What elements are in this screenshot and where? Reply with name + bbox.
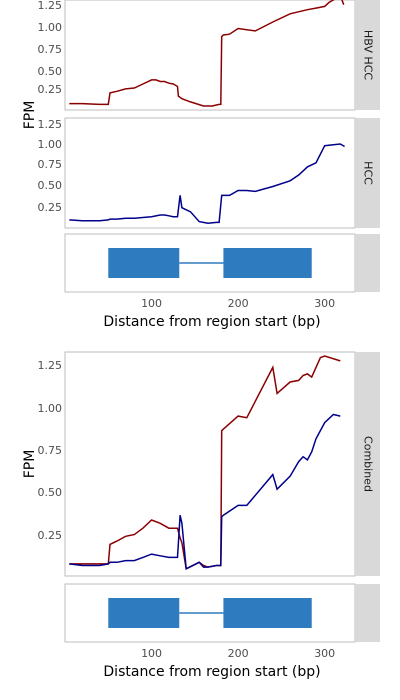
x-tick-label: 100: [141, 297, 162, 310]
facet-label-hcc: HCC: [362, 161, 375, 185]
x-ticks-top: 100 200 300: [141, 297, 335, 310]
gene-model-strip-top: [355, 234, 380, 292]
y-tick-label: 0.50: [38, 486, 63, 499]
exon-2-top: [223, 248, 312, 278]
panel-hbv-hcc: [64, 0, 356, 111]
y-tick-label: 0.75: [38, 158, 63, 171]
series-line-combined-hbv: [69, 355, 341, 570]
gene-model-strip-bottom: [355, 584, 380, 642]
x-tick-label: 300: [314, 297, 335, 310]
y-tick-label: 0.75: [38, 444, 63, 457]
x-tick-label: 200: [228, 297, 249, 310]
y-tick-label: 1.00: [38, 21, 63, 34]
facet-label-combined: Combined: [362, 436, 375, 492]
y-tick-label: 0.25: [38, 83, 63, 96]
exon-1-bottom: [108, 598, 180, 628]
exon-1-top: [108, 248, 180, 278]
y-axis-title-top: FPM: [22, 101, 38, 130]
x-tick-label: 200: [228, 647, 249, 660]
y-tick-label: 0.50: [38, 179, 63, 192]
x-tick-label: 300: [314, 647, 335, 660]
series-line-hbv-hcc: [69, 0, 345, 107]
x-axis-title-top: Distance from region start (bp): [103, 314, 320, 330]
facet-strip-combined: [355, 352, 380, 576]
exon-2-bottom: [223, 598, 312, 628]
series-line-hcc: [69, 143, 345, 224]
y-axis-title-bottom: FPM: [22, 450, 38, 479]
y-tick-label: 0.25: [38, 201, 63, 214]
y-tick-label: 0.50: [38, 65, 63, 78]
y-tick-label: 0.25: [38, 529, 63, 542]
panel-hbv-hcc-ticks: 1.25 1.00 0.75 0.50 0.25: [38, 0, 63, 96]
facet-strip-hbv-hcc: [355, 0, 380, 110]
y-tick-label: 1.25: [38, 359, 63, 372]
x-tick-label: 100: [141, 647, 162, 660]
y-tick-label: 0.75: [38, 43, 63, 56]
panel-hcc: [64, 117, 356, 229]
y-tick-label: 1.00: [38, 138, 63, 151]
panel-combined-ticks: 1.25 1.00 0.75 0.50 0.25: [38, 359, 63, 542]
series-line-combined-hcc: [69, 413, 341, 570]
panel-combined: [64, 351, 356, 577]
facet-strip-hcc: [355, 118, 380, 228]
y-tick-label: 1.00: [38, 402, 63, 415]
y-tick-label: 1.25: [38, 0, 63, 12]
x-ticks-bottom: 100 200 300: [141, 647, 335, 660]
panel-hcc-ticks: 1.25 1.00 0.75 0.50 0.25: [38, 118, 63, 214]
x-axis-title-bottom: Distance from region start (bp): [103, 664, 320, 680]
y-tick-label: 1.25: [38, 118, 63, 131]
facet-label-hbv-hcc: HBV HCC: [362, 30, 375, 80]
